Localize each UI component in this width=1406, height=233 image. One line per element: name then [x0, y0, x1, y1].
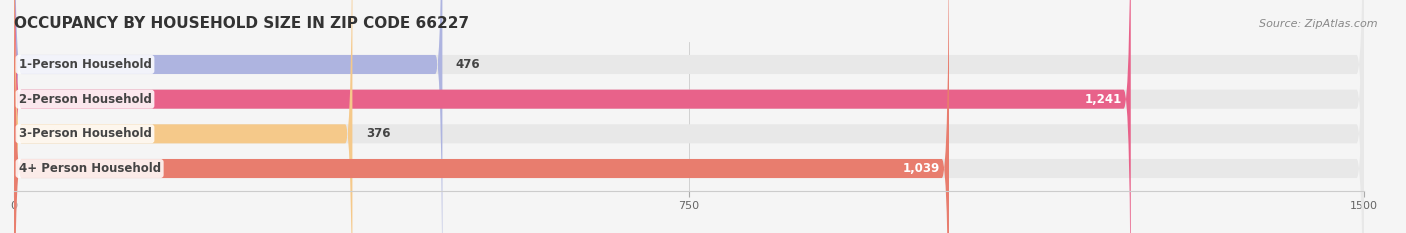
- FancyBboxPatch shape: [14, 0, 1364, 233]
- FancyBboxPatch shape: [14, 0, 443, 233]
- FancyBboxPatch shape: [14, 0, 1364, 233]
- Text: 2-Person Household: 2-Person Household: [18, 93, 152, 106]
- FancyBboxPatch shape: [14, 0, 353, 233]
- Text: Source: ZipAtlas.com: Source: ZipAtlas.com: [1260, 19, 1378, 29]
- Text: 3-Person Household: 3-Person Household: [18, 127, 152, 140]
- Text: 1-Person Household: 1-Person Household: [18, 58, 152, 71]
- Text: 376: 376: [366, 127, 391, 140]
- Text: 1,039: 1,039: [903, 162, 941, 175]
- FancyBboxPatch shape: [14, 0, 1130, 233]
- FancyBboxPatch shape: [14, 0, 949, 233]
- FancyBboxPatch shape: [14, 0, 1364, 233]
- FancyBboxPatch shape: [14, 0, 1364, 233]
- Text: 4+ Person Household: 4+ Person Household: [18, 162, 160, 175]
- Text: 476: 476: [456, 58, 481, 71]
- Text: OCCUPANCY BY HOUSEHOLD SIZE IN ZIP CODE 66227: OCCUPANCY BY HOUSEHOLD SIZE IN ZIP CODE …: [14, 16, 470, 31]
- Text: 1,241: 1,241: [1084, 93, 1122, 106]
